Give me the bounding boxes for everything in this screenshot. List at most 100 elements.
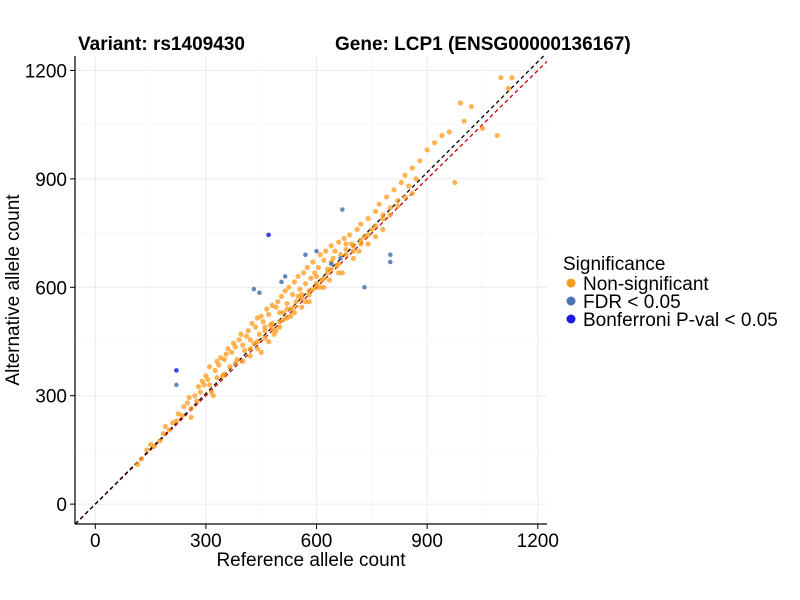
point-non-significant <box>358 237 364 243</box>
point-non-significant <box>247 353 253 359</box>
point-non-significant <box>277 324 283 330</box>
point-non-significant <box>210 393 216 399</box>
point-fdr-0-05 <box>279 279 284 285</box>
y-tick-label: 0 <box>56 495 67 516</box>
point-non-significant <box>406 183 412 189</box>
point-non-significant <box>369 226 375 233</box>
point-non-significant <box>238 331 244 337</box>
point-non-significant <box>321 257 327 263</box>
point-non-significant <box>328 266 334 272</box>
legend-marker-bonferroni <box>566 314 576 324</box>
legend-marker-non-significant <box>566 278 576 288</box>
point-non-significant <box>301 270 307 276</box>
point-non-significant <box>254 346 261 352</box>
point-non-significant <box>365 232 371 238</box>
point-non-significant <box>402 172 408 178</box>
point-non-significant <box>424 147 430 153</box>
point-non-significant <box>304 264 310 271</box>
point-non-significant <box>461 118 467 124</box>
point-fdr-0-05 <box>174 382 179 388</box>
point-non-significant <box>365 216 371 222</box>
y-tick-label: 1200 <box>25 61 67 82</box>
point-non-significant <box>265 311 272 317</box>
point-non-significant <box>402 194 408 200</box>
point-non-significant <box>336 239 342 245</box>
point-non-significant <box>295 273 301 280</box>
point-non-significant <box>308 275 314 281</box>
point-non-significant <box>326 277 333 283</box>
point-bonferroni-p-val-0-05 <box>174 368 179 373</box>
point-non-significant <box>205 376 211 383</box>
point-non-significant <box>277 319 283 325</box>
point-non-significant <box>409 190 416 196</box>
point-non-significant <box>387 212 393 218</box>
point-non-significant <box>284 306 290 312</box>
point-non-significant <box>343 246 349 252</box>
point-non-significant <box>280 309 286 316</box>
point-non-significant <box>181 403 187 410</box>
x-tick-label: 1200 <box>517 531 559 552</box>
point-non-significant <box>310 259 316 265</box>
point-non-significant <box>157 438 163 444</box>
point-non-significant <box>343 241 349 247</box>
point-non-significant <box>380 226 386 233</box>
point-fdr-0-05 <box>328 261 334 267</box>
point-non-significant <box>151 443 157 449</box>
point-non-significant <box>265 338 272 345</box>
point-non-significant <box>240 342 246 348</box>
point-non-significant <box>315 264 321 271</box>
point-non-significant <box>350 243 357 249</box>
point-non-significant <box>324 266 331 272</box>
point-non-significant <box>321 284 327 290</box>
legend: Significance Non-significant FDR < 0.05 … <box>563 254 778 331</box>
point-non-significant <box>260 319 266 325</box>
point-non-significant <box>387 205 393 211</box>
point-non-significant <box>160 431 167 437</box>
point-non-significant <box>376 201 382 207</box>
point-non-significant <box>188 405 194 411</box>
point-non-significant <box>383 194 390 200</box>
point-non-significant <box>505 85 511 92</box>
point-non-significant <box>356 248 362 254</box>
point-non-significant <box>282 288 288 294</box>
point-non-significant <box>291 309 298 316</box>
point-non-significant <box>197 389 203 395</box>
point-non-significant <box>358 221 364 227</box>
point-non-significant <box>417 158 423 164</box>
point-non-significant <box>358 241 364 247</box>
point-non-significant <box>192 393 198 399</box>
point-non-significant <box>457 100 463 106</box>
point-non-significant <box>195 384 202 390</box>
point-non-significant <box>494 132 500 139</box>
point-fdr-0-05 <box>387 252 393 258</box>
point-non-significant <box>395 197 401 204</box>
point-bonferroni-p-val-0-05 <box>266 232 271 238</box>
point-non-significant <box>232 344 239 350</box>
legend-label-bonferroni: Bonferroni P-val < 0.05 <box>583 310 778 331</box>
y-tick-label: 300 <box>35 387 67 408</box>
point-non-significant <box>216 362 222 368</box>
point-non-significant <box>258 349 264 355</box>
point-non-significant <box>293 299 299 305</box>
point-non-significant <box>395 203 401 209</box>
point-non-significant <box>275 299 281 305</box>
point-non-significant <box>341 235 347 242</box>
point-non-significant <box>212 367 218 374</box>
point-non-significant <box>339 270 345 276</box>
point-fdr-0-05 <box>338 256 343 261</box>
point-non-significant <box>256 331 262 337</box>
point-non-significant <box>284 300 290 307</box>
point-non-significant <box>245 328 251 334</box>
point-non-significant <box>398 179 404 186</box>
point-fdr-0-05 <box>362 284 367 290</box>
point-non-significant <box>186 394 192 401</box>
point-non-significant <box>354 226 360 233</box>
point-non-significant <box>302 281 309 287</box>
point-non-significant <box>350 248 357 254</box>
point-non-significant <box>347 232 353 238</box>
point-non-significant <box>269 320 275 327</box>
point-non-significant <box>162 423 168 430</box>
legend-title: Significance <box>563 254 665 275</box>
data-points <box>135 75 515 467</box>
